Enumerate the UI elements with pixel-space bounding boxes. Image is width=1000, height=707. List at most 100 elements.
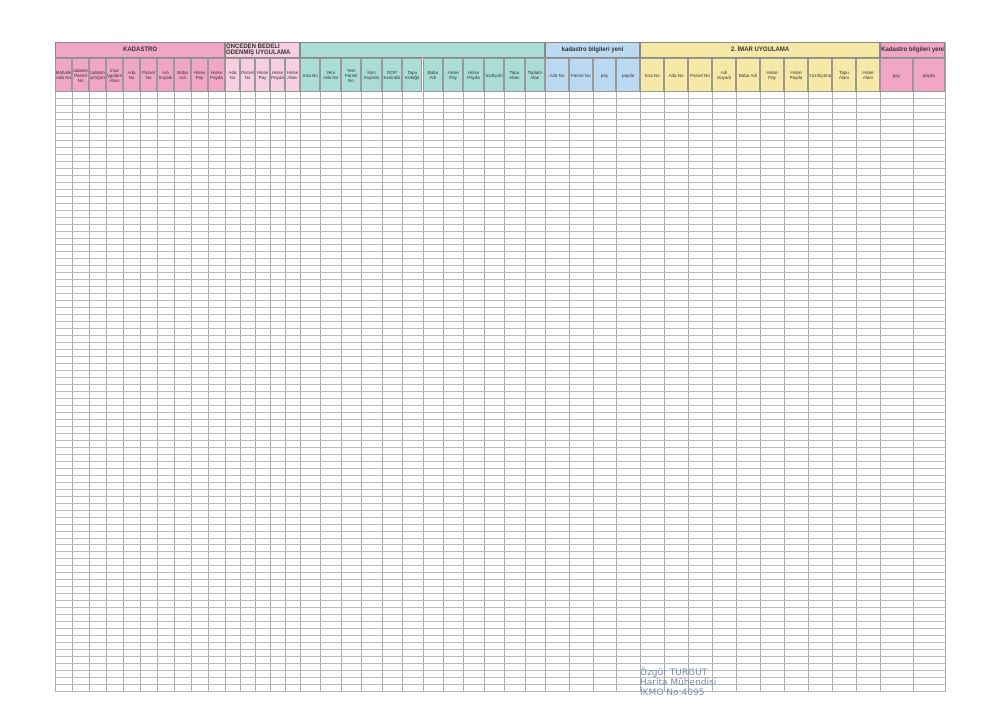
column-line	[880, 92, 881, 692]
table-row	[55, 322, 945, 330]
section-title: Kadastro bilgileri yeni	[880, 42, 945, 58]
column-line	[270, 92, 271, 692]
table-row	[55, 678, 945, 685]
column-header: Yeni Parsel No	[340, 58, 362, 92]
column-header: Parsel No	[568, 58, 593, 92]
column-line	[784, 92, 785, 692]
section-title: 2. İMAR UYGULAMA	[640, 42, 880, 58]
table-row	[55, 252, 945, 260]
table-row	[55, 448, 945, 455]
column-header: Hisse Payda	[463, 58, 484, 92]
column-line	[483, 92, 485, 692]
table-row	[55, 413, 945, 420]
table-row	[55, 169, 945, 176]
table-row	[55, 434, 945, 441]
table-row	[55, 685, 945, 692]
table-row	[55, 399, 945, 406]
table-row	[55, 371, 945, 379]
column-header: Hisse Pay	[255, 58, 270, 92]
column-header: Ada No	[123, 58, 140, 92]
column-line	[320, 92, 322, 692]
table-row	[55, 455, 945, 462]
table-row	[55, 511, 945, 518]
column-header: DOP Kesintisi	[381, 58, 403, 92]
table-row	[55, 99, 945, 106]
column-header: Baba Adı	[736, 58, 760, 92]
table-row	[55, 280, 945, 288]
table-row	[55, 622, 945, 630]
column-line	[616, 92, 618, 692]
table-row	[55, 518, 945, 525]
table-row	[55, 594, 945, 602]
column-header: Hisse Alanı	[285, 58, 300, 92]
table-row	[55, 580, 945, 588]
table-row	[55, 301, 945, 309]
table-row	[55, 315, 945, 323]
stamp: Özgür TURGUT Harita Mühendisi İKMO No:40…	[640, 668, 750, 698]
table-row	[55, 197, 945, 204]
column-line	[442, 92, 444, 692]
table-row	[55, 350, 945, 358]
column-header: payda	[616, 58, 640, 92]
column-header: Hisse Pay	[191, 58, 208, 92]
column-header: Parsel No	[240, 58, 255, 92]
column-line	[832, 92, 833, 692]
column-line	[340, 92, 342, 692]
table-row	[55, 259, 945, 267]
table-row	[55, 106, 945, 113]
column-line	[174, 92, 175, 692]
table-row	[55, 239, 945, 246]
column-line	[89, 92, 90, 692]
table-row	[55, 232, 945, 239]
column-header: Ada No	[545, 58, 569, 92]
table-row	[55, 629, 945, 637]
column-header: Ada No	[225, 58, 240, 92]
column-header: Hisse Pay	[760, 58, 784, 92]
column-header: Yeni Ada No	[320, 58, 341, 92]
table-row	[55, 329, 945, 337]
table-row	[55, 245, 945, 253]
section-title	[300, 42, 545, 58]
column-header: Kadastro Parsel No	[72, 58, 89, 92]
column-line	[736, 92, 737, 692]
column-line	[856, 92, 857, 692]
column-header: Tapu Alanı	[504, 58, 525, 92]
column-header: Sıra No	[640, 58, 664, 92]
column-line	[640, 92, 641, 692]
section-title: ÖNCEDEN BEDELİ ÖDENMİŞ UYGULAMA	[225, 42, 300, 58]
table-row	[55, 545, 945, 553]
table-row	[55, 294, 945, 302]
column-line	[123, 92, 124, 692]
column-line	[285, 92, 286, 692]
column-line	[191, 92, 192, 692]
table-row	[55, 113, 945, 120]
section-title: KADASTRO	[55, 42, 225, 58]
column-header: İmar Uygulama Alanı	[106, 58, 123, 92]
column-line	[208, 92, 209, 692]
table-row	[55, 385, 945, 392]
table-row	[55, 218, 945, 225]
column-line	[381, 92, 383, 692]
column-line	[664, 92, 665, 692]
table-row	[55, 657, 945, 665]
table-row	[55, 671, 945, 679]
table-row	[55, 615, 945, 623]
table-row	[55, 127, 945, 134]
column-line	[140, 92, 141, 692]
table-row	[55, 273, 945, 281]
column-line	[55, 92, 56, 692]
table-row	[55, 664, 945, 672]
table-row	[55, 462, 945, 469]
table-row	[55, 504, 945, 511]
table-row	[55, 608, 945, 616]
column-header: Hisse Payda	[270, 58, 285, 92]
stamp-name: Özgür TURGUT	[640, 668, 708, 678]
column-header: Hisse Pay	[442, 58, 464, 92]
stamp-number: İKMO No:4095	[640, 688, 705, 698]
column-header: Tapu Alanı	[832, 58, 856, 92]
column-header: pay	[880, 58, 913, 92]
table-row	[55, 204, 945, 211]
table-row	[55, 225, 945, 232]
